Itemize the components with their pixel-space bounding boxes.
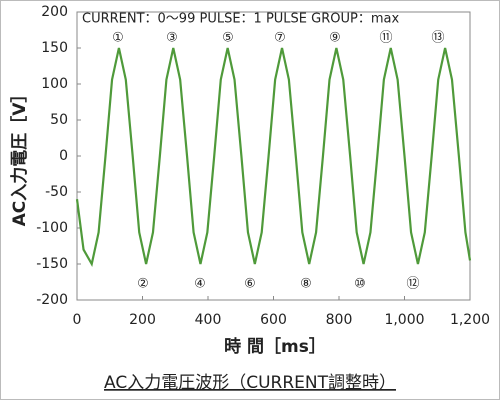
annotation: ⑤ — [222, 31, 234, 46]
y-tick-label: -200 — [36, 292, 68, 308]
x-tick-label: 800 — [326, 312, 353, 328]
x-tick-label: 200 — [129, 312, 156, 328]
y-tick-label: -50 — [45, 184, 68, 200]
y-tick-label: 200 — [41, 4, 68, 20]
x-tick-label: 600 — [260, 312, 287, 328]
y-tick-label: -150 — [36, 256, 68, 272]
annotation: ⑧ — [300, 277, 312, 292]
annotation: ⑦ — [274, 31, 286, 46]
annotation: ④ — [194, 277, 206, 292]
annotation: ⑥ — [244, 277, 256, 292]
note: CURRENT：0～99 PULSE：1 PULSE GROUP：max — [82, 12, 399, 27]
x-tick-label: 0 — [73, 312, 82, 328]
y-tick-label: 50 — [50, 112, 68, 128]
annotation: ② — [137, 277, 149, 292]
annotation: ⑪ — [379, 31, 392, 46]
annotation: ⑨ — [329, 31, 341, 46]
y-tick-label: -100 — [36, 220, 68, 236]
series-line — [75, 47, 472, 268]
y-axis-title: AC入力電圧［V］ — [9, 86, 30, 227]
annotation: ① — [112, 31, 124, 46]
y-tick-label: 150 — [41, 40, 68, 56]
x-tick-label: 1,200 — [450, 312, 490, 328]
annotation: ⑫ — [406, 277, 419, 292]
x-tick-label: 400 — [195, 312, 222, 328]
annotation: ③ — [166, 31, 178, 46]
y-tick-label: 0 — [59, 148, 68, 164]
chart-title: AC入力電圧波形（CURRENT調整時） — [104, 373, 396, 393]
x-tick-label: 1,000 — [384, 312, 424, 328]
annotation: ⑩ — [354, 277, 366, 292]
x-axis-title: 時 間［ms］ — [224, 336, 326, 357]
y-tick-label: 100 — [41, 76, 68, 92]
annotation: ⑬ — [431, 31, 444, 46]
